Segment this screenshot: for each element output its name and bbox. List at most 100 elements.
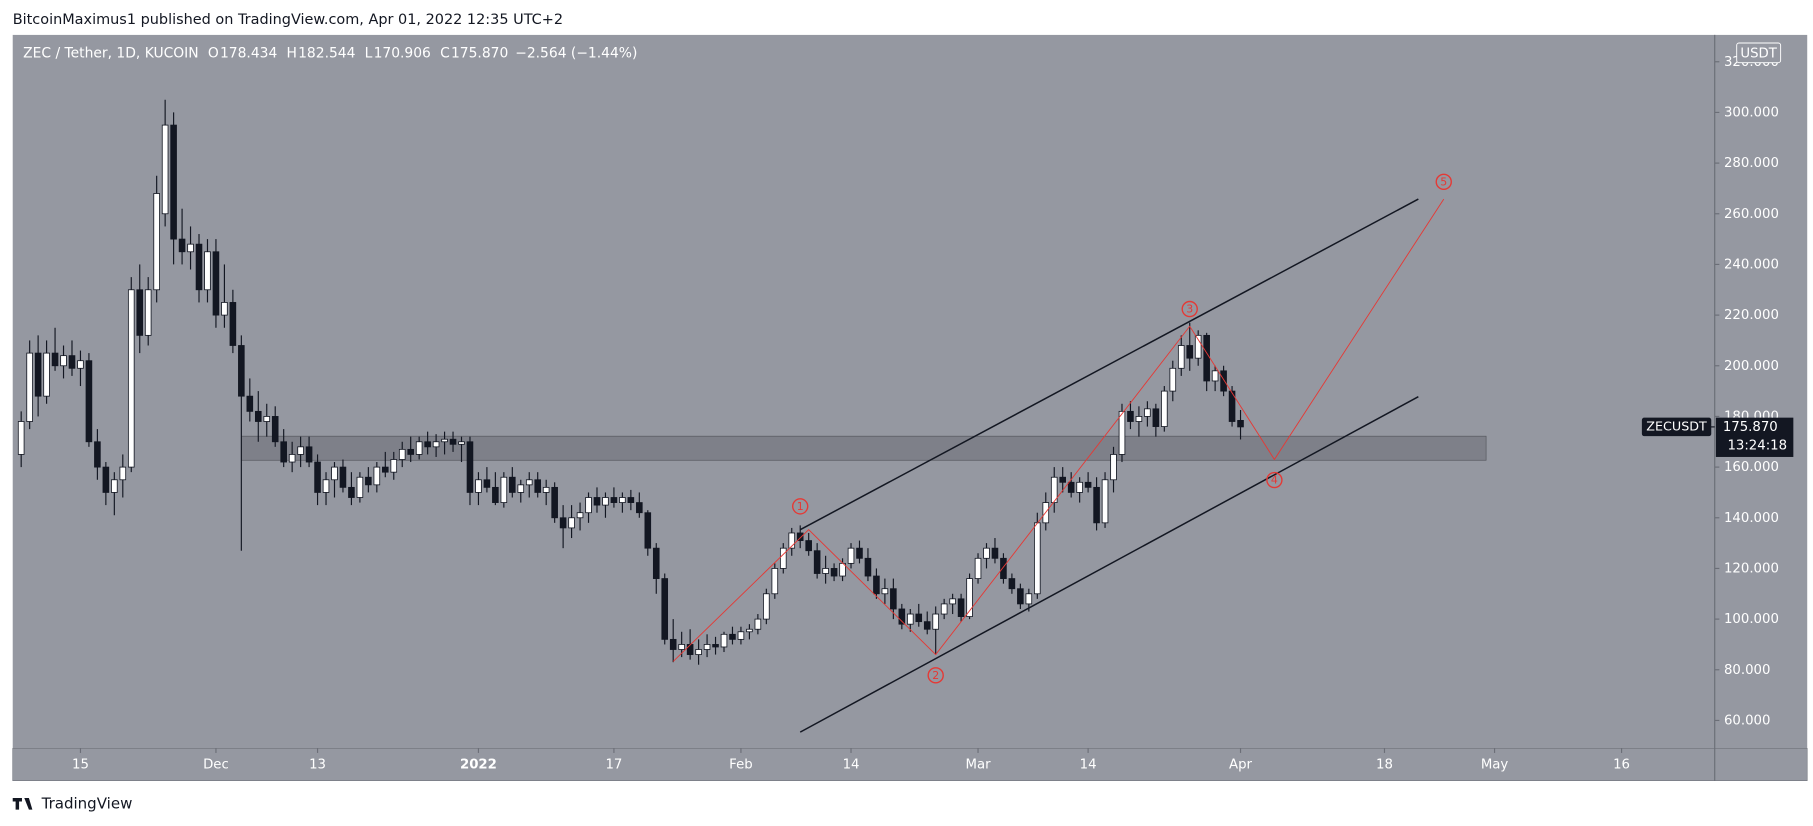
header: BitcoinMaximus1 published on TradingView…: [13, 12, 563, 28]
candle-body: [957, 598, 965, 617]
candle-body: [712, 644, 719, 648]
candle-body: [602, 497, 609, 506]
candle-body: [43, 352, 50, 397]
candle-body: [771, 568, 779, 595]
y-tick-label: 160.000: [1724, 460, 1779, 475]
candle-body: [221, 302, 228, 316]
candle-body: [991, 547, 999, 559]
wave-label: 4: [1271, 474, 1278, 487]
candle-body: [644, 512, 652, 549]
candle-body: [111, 479, 118, 493]
candle-body: [720, 633, 728, 648]
candle-body: [1144, 408, 1151, 417]
candle-body: [246, 395, 254, 412]
candle-body: [1067, 481, 1075, 493]
candle-body: [212, 251, 220, 316]
candle-body: [1228, 390, 1236, 422]
candle-body: [873, 575, 880, 595]
candle-body: [271, 416, 279, 443]
candle-body: [517, 484, 525, 493]
candle-body: [390, 459, 398, 473]
candle-body: [85, 360, 93, 443]
candle-body: [729, 633, 736, 640]
candle-body: [864, 557, 872, 577]
candle-body: [432, 441, 440, 448]
candle-body: [500, 476, 508, 503]
wave-marker: [927, 667, 944, 684]
candle-body: [127, 289, 135, 468]
candle-body: [170, 124, 177, 240]
support-zone: [240, 435, 1487, 461]
currency-box: [1736, 42, 1782, 64]
legend-item: ZEC / Tether, 1D, KUCOIN: [23, 45, 199, 61]
candle-body: [144, 289, 152, 336]
candle-body: [906, 613, 914, 625]
candle-body: [525, 479, 533, 486]
y-tick-label: 100.000: [1724, 612, 1779, 627]
candle-body: [102, 466, 110, 493]
candle-body: [382, 466, 389, 473]
wave-marker: [1435, 173, 1452, 191]
price-axis: [1714, 34, 1808, 749]
y-tick-label: 240.000: [1724, 257, 1779, 272]
candle-body: [254, 410, 262, 422]
y-tick-label: 120.000: [1724, 561, 1779, 576]
legend-item: 170.906: [374, 45, 431, 61]
wave-marker: [792, 498, 809, 515]
candle-body: [796, 532, 804, 541]
x-tick-label: 14: [843, 758, 860, 773]
countdown: 13:24:18: [1727, 438, 1787, 453]
candle-body: [542, 486, 550, 493]
candle-body: [779, 547, 787, 569]
candle-body: [686, 644, 694, 655]
wave-path: [672, 198, 1445, 662]
candle-body: [1211, 370, 1219, 382]
legend-item: −2.564 (−1.44%): [515, 45, 637, 61]
candle-body: [263, 416, 271, 422]
candle-body: [881, 588, 889, 595]
candle-body: [1118, 410, 1126, 455]
candle-body: [466, 441, 474, 493]
candle-body: [636, 502, 643, 514]
candle-body: [195, 243, 203, 291]
x-tick-label: May: [1481, 758, 1509, 773]
candle-body: [356, 476, 364, 498]
candle-body: [119, 466, 127, 481]
candle-body: [339, 466, 347, 488]
candle-body: [17, 421, 25, 455]
candle-body: [483, 479, 491, 488]
candle-body: [1186, 345, 1194, 359]
wave-marker: [1181, 300, 1198, 318]
y-tick-label: 140.000: [1724, 511, 1779, 526]
candle-body: [492, 486, 499, 503]
candle-body: [305, 446, 313, 463]
candle-body: [1084, 481, 1092, 488]
plot-area: [12, 34, 1715, 749]
channel-line: [799, 198, 1419, 531]
footer: TradingView: [41, 794, 133, 812]
candle-body: [585, 497, 592, 514]
candle-body: [822, 568, 829, 574]
candle-body: [161, 124, 169, 215]
candle-body: [678, 644, 685, 650]
candle-body: [415, 441, 423, 455]
candle-body: [619, 497, 626, 503]
candle-body: [932, 613, 939, 630]
legend-item: 182.544: [298, 45, 355, 61]
candle-body: [923, 621, 931, 630]
candle-body: [703, 644, 711, 650]
x-tick-label: Apr: [1229, 758, 1253, 773]
legend-item: C: [440, 45, 450, 61]
y-tick-label: 80.000: [1724, 663, 1770, 678]
candle-body: [34, 352, 42, 397]
candle-body: [297, 446, 304, 455]
candle-body: [1050, 476, 1058, 503]
candle-body: [1008, 578, 1016, 590]
wave-label: 1: [797, 500, 804, 513]
candle-body: [1025, 593, 1033, 605]
candle-body: [1093, 486, 1100, 524]
candle-body: [204, 251, 211, 291]
candle-body: [610, 497, 618, 503]
